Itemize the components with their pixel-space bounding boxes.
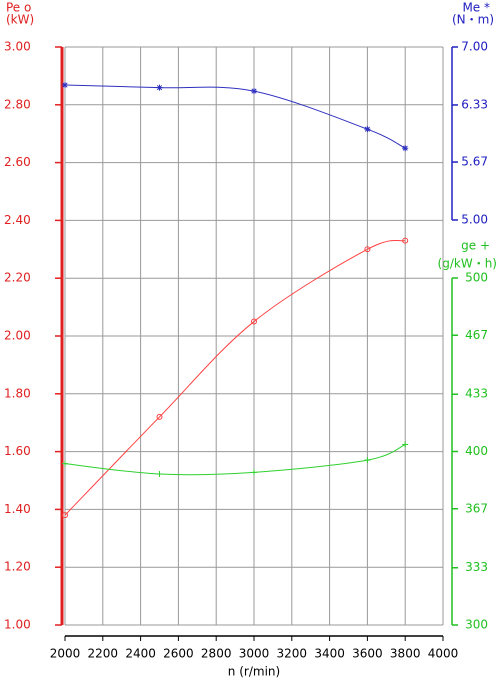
y-tick-label: 3.00 bbox=[4, 40, 31, 54]
x-tick-label: 3000 bbox=[239, 647, 270, 661]
x-label: n (r/min) bbox=[228, 665, 280, 679]
marker bbox=[62, 82, 68, 89]
y3-tick-label: 467 bbox=[465, 328, 488, 342]
marker bbox=[156, 84, 163, 91]
y2-tick-label: 7.00 bbox=[461, 40, 488, 54]
series-line bbox=[64, 239, 406, 516]
y-tick-label: 1.80 bbox=[4, 386, 31, 400]
y-unit: (kW) bbox=[6, 13, 34, 27]
y2-label: Me * bbox=[462, 1, 490, 15]
marker bbox=[156, 471, 163, 478]
y-tick-label: 1.40 bbox=[4, 502, 31, 516]
y3-unit: (g/kW・h) bbox=[438, 257, 497, 271]
y-tick-label: 2.80 bbox=[4, 97, 31, 111]
marker bbox=[251, 469, 257, 476]
y3-tick-label: 433 bbox=[465, 387, 488, 401]
y2-tick-label: 6.33 bbox=[461, 97, 488, 111]
y-label: Pe o bbox=[6, 1, 31, 15]
marker bbox=[402, 237, 409, 244]
marker bbox=[364, 457, 371, 464]
y3-tick-label: 300 bbox=[465, 618, 488, 632]
y2-tick-label: 5.00 bbox=[461, 213, 488, 227]
y2-unit: (N・m) bbox=[452, 13, 494, 27]
y-tick-label: 1.20 bbox=[4, 560, 31, 574]
x-tick-label: 2400 bbox=[125, 647, 156, 661]
series-line bbox=[64, 84, 406, 149]
series-line bbox=[64, 444, 406, 476]
y3-tick-label: 367 bbox=[465, 501, 488, 515]
y-tick-label: 1.60 bbox=[4, 444, 31, 458]
marker bbox=[402, 145, 409, 152]
y-tick-label: 2.60 bbox=[4, 155, 31, 169]
x-tick-label: 2000 bbox=[50, 647, 81, 661]
y2-tick-label: 5.67 bbox=[461, 155, 488, 169]
y3-tick-label: 400 bbox=[465, 444, 488, 458]
x-tick-label: 2800 bbox=[201, 647, 232, 661]
marker bbox=[251, 318, 257, 325]
x-tick-label: 3200 bbox=[277, 647, 308, 661]
y-tick-label: 1.00 bbox=[4, 618, 31, 632]
y3-tick-label: 500 bbox=[465, 271, 488, 285]
x-tick-label: 4000 bbox=[428, 647, 459, 661]
marker bbox=[62, 460, 68, 467]
marker bbox=[364, 246, 371, 253]
y-tick-label: 2.40 bbox=[4, 213, 31, 227]
y-tick-label: 2.20 bbox=[4, 271, 31, 285]
y3-label: ge + bbox=[461, 239, 490, 253]
marker bbox=[364, 126, 371, 133]
marker bbox=[402, 441, 409, 448]
x-tick-label: 3600 bbox=[352, 647, 383, 661]
x-tick-label: 3400 bbox=[314, 647, 345, 661]
x-tick-label: 3800 bbox=[390, 647, 421, 661]
marker bbox=[156, 413, 163, 420]
y-tick-label: 2.00 bbox=[4, 329, 31, 343]
marker bbox=[251, 88, 257, 95]
x-tick-label: 2600 bbox=[163, 647, 194, 661]
y3-tick-label: 333 bbox=[465, 560, 488, 574]
x-tick-label: 2200 bbox=[88, 647, 119, 661]
marker bbox=[62, 512, 68, 519]
